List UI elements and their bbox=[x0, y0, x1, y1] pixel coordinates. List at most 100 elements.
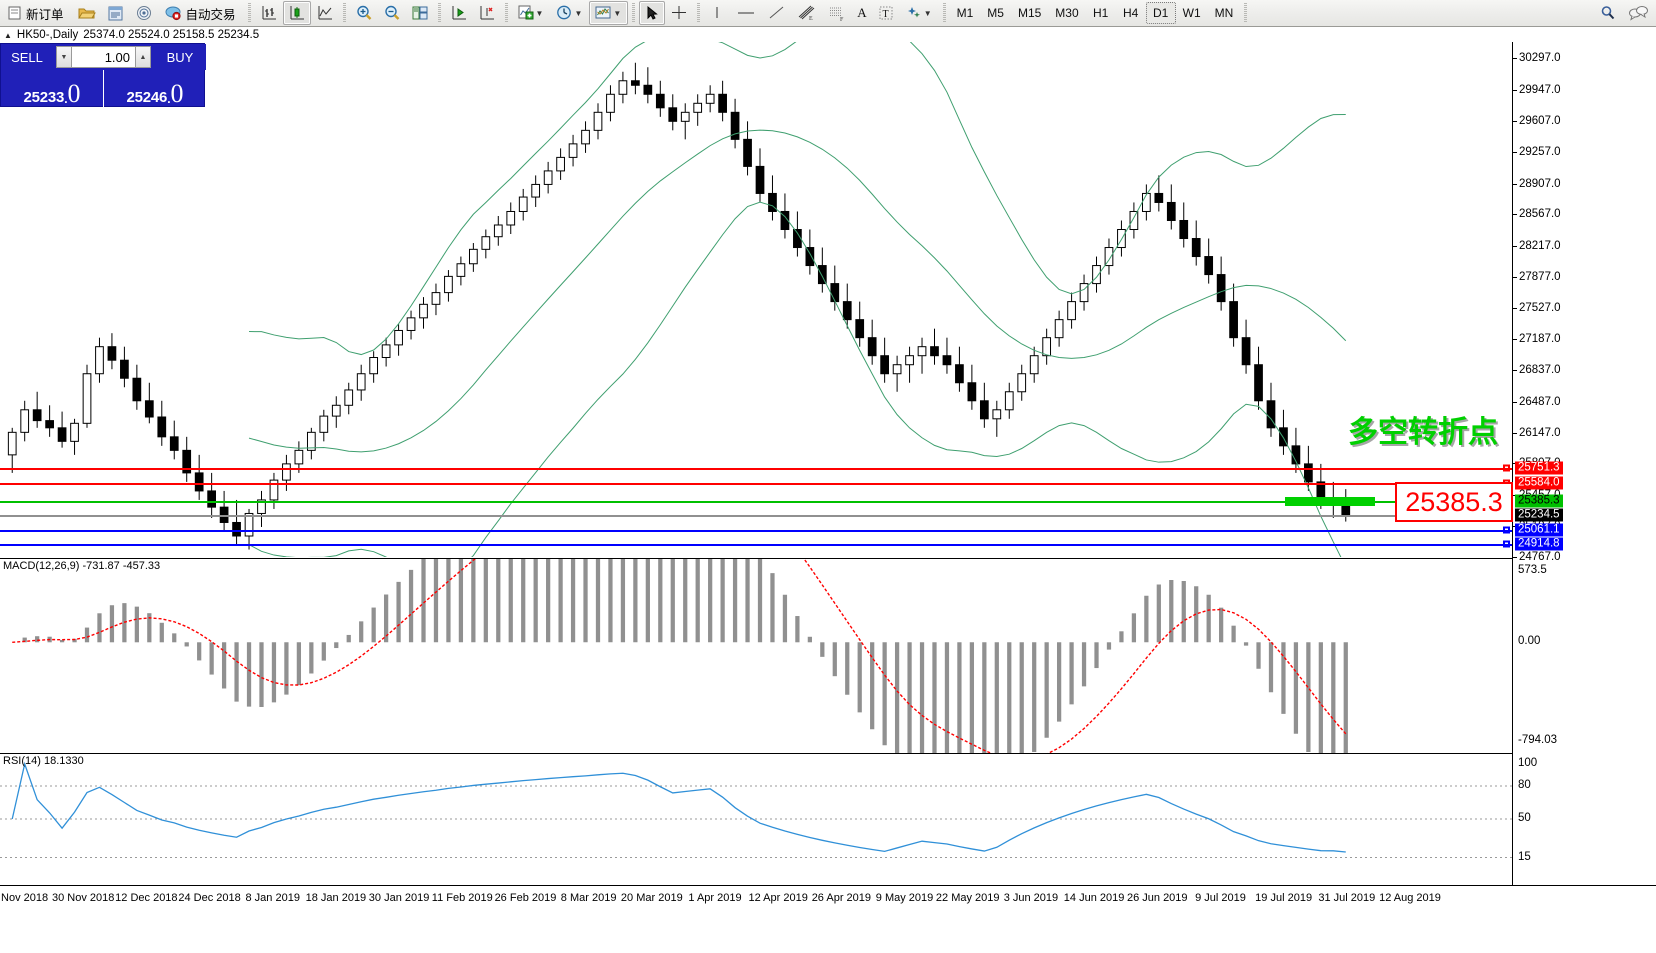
timeframe-w1[interactable]: W1 bbox=[1182, 6, 1201, 20]
price-level-label[interactable]: 25584.0 bbox=[1515, 476, 1563, 490]
symbol-info-bar: ▲ HK50-,Daily 25374.0 25524.0 25158.5 25… bbox=[0, 28, 1656, 42]
trendline-button[interactable] bbox=[762, 1, 792, 25]
svg-text:T: T bbox=[882, 9, 888, 20]
new-order-label: 新订单 bbox=[26, 7, 64, 22]
search-button[interactable] bbox=[1594, 1, 1622, 25]
auto-scroll-button[interactable] bbox=[473, 1, 501, 25]
bar-chart-button[interactable] bbox=[255, 1, 283, 25]
horizontal-level-line[interactable] bbox=[0, 468, 1512, 471]
timeframe-mn[interactable]: MN bbox=[1214, 6, 1234, 20]
chevron-down-icon[interactable]: ▼ bbox=[613, 8, 622, 18]
buy-label[interactable]: BUY bbox=[154, 44, 206, 70]
svg-text:E: E bbox=[809, 16, 813, 22]
text-label-button[interactable]: T bbox=[872, 1, 900, 25]
text-button[interactable]: A bbox=[852, 1, 871, 25]
templates-button[interactable]: ▼ bbox=[589, 1, 629, 25]
toolbar-separator bbox=[437, 3, 441, 23]
zoom-out-button[interactable] bbox=[378, 1, 406, 25]
candlestick-chart-button[interactable] bbox=[282, 1, 311, 25]
horizontal-line-button[interactable] bbox=[730, 1, 762, 25]
candle-body bbox=[606, 93, 615, 113]
timeframe-m5[interactable]: M5 bbox=[987, 6, 1004, 20]
price-level-label[interactable]: 25061.1 bbox=[1515, 523, 1563, 537]
price-level-label[interactable]: 25234.5 bbox=[1515, 508, 1563, 522]
candle-body bbox=[207, 490, 217, 508]
horizontal-level-line[interactable] bbox=[0, 543, 1512, 546]
crosshair-button[interactable] bbox=[665, 1, 693, 25]
rsi-pane[interactable]: RSI(14) 18.1330 bbox=[0, 753, 1512, 885]
timeframe-d1[interactable]: D1 bbox=[1145, 2, 1176, 24]
toolbar-separator bbox=[504, 3, 508, 23]
candle-body bbox=[282, 463, 291, 481]
zoom-in-button[interactable] bbox=[350, 1, 378, 25]
candle-body bbox=[955, 364, 964, 384]
tile-windows-button[interactable] bbox=[406, 1, 434, 25]
buy-button[interactable]: 25246 . 0 bbox=[104, 70, 206, 108]
cursor-button[interactable] bbox=[639, 1, 666, 25]
timeframe-m1[interactable]: M1 bbox=[956, 6, 974, 20]
candle-body bbox=[132, 377, 142, 402]
price-axis-tick: 29947.0 bbox=[1513, 84, 1561, 97]
horizontal-level-line[interactable] bbox=[0, 530, 1512, 533]
sell-label[interactable]: SELL bbox=[1, 44, 53, 70]
candle-body bbox=[768, 192, 777, 212]
timeframe-m15[interactable]: M15 bbox=[1017, 6, 1042, 20]
folder-button[interactable] bbox=[72, 1, 101, 25]
line-chart-button[interactable] bbox=[311, 1, 339, 25]
chevron-down-icon[interactable]: ▼ bbox=[574, 8, 583, 18]
candle-body bbox=[331, 404, 341, 417]
chart-area[interactable]: 多空转折点 25385.3 MACD(12,26,9) -731.87 -457… bbox=[0, 42, 1656, 953]
candle-body bbox=[394, 329, 403, 346]
buy-price-dot: . bbox=[167, 92, 171, 106]
candle-body bbox=[618, 80, 628, 95]
fibonacci-button[interactable]: F bbox=[822, 1, 852, 25]
candle-body bbox=[830, 283, 840, 303]
price-axis[interactable]: 30297.0 29947.0 29607.0 29257.0 28907.0 28567… bbox=[1512, 42, 1656, 885]
date-axis-tick: 8 Mar 2019 bbox=[560, 892, 617, 904]
price-axis-tick: 30297.0 bbox=[1513, 52, 1561, 65]
vertical-line-button[interactable] bbox=[704, 1, 730, 25]
signals-button[interactable] bbox=[130, 1, 159, 25]
date-axis-tick: 30 Jan 2019 bbox=[368, 892, 430, 904]
sell-button[interactable]: 25233 . 0 bbox=[1, 70, 103, 108]
chart-shift-icon bbox=[452, 6, 466, 20]
candle-body bbox=[1279, 427, 1288, 447]
volume-stepper[interactable]: ▼ 1.00 ▲ bbox=[53, 44, 154, 70]
price-level-label[interactable]: 25751.3 bbox=[1515, 461, 1563, 475]
shapes-button[interactable]: ▼ bbox=[900, 1, 939, 25]
chevron-down-icon[interactable]: ▼ bbox=[535, 8, 544, 18]
period-button[interactable]: ▼ bbox=[550, 1, 589, 25]
chat-button[interactable] bbox=[1622, 1, 1654, 25]
equidistant-channel-button[interactable]: E bbox=[792, 1, 822, 25]
candle-body bbox=[581, 129, 590, 145]
indicators-button[interactable]: ▼ bbox=[512, 1, 551, 25]
new-order-button[interactable]: 新订单 bbox=[2, 1, 72, 25]
price-level-label[interactable]: 24914.8 bbox=[1515, 537, 1563, 551]
candle-body bbox=[1054, 319, 1064, 339]
date-axis-tick: 9 Jul 2019 bbox=[1195, 892, 1246, 904]
timeframe-h1[interactable]: H1 bbox=[1092, 6, 1109, 20]
price-pane[interactable]: 多空转折点 25385.3 bbox=[0, 42, 1513, 557]
toolbar-separator bbox=[697, 3, 701, 23]
chevron-down-icon[interactable]: ▼ bbox=[923, 8, 932, 18]
candle-body bbox=[1029, 355, 1039, 375]
date-axis-tick: 12 Apr 2019 bbox=[748, 892, 808, 904]
horizontal-level-line[interactable] bbox=[0, 483, 1512, 486]
horizontal-level-line[interactable] bbox=[0, 514, 1512, 517]
collapse-triangle-icon[interactable]: ▲ bbox=[4, 30, 12, 40]
price-level-label[interactable]: 25385.3 bbox=[1515, 494, 1563, 508]
volume-input[interactable]: 1.00 bbox=[72, 46, 135, 68]
chart-shift-button[interactable] bbox=[445, 1, 473, 25]
timeframe-m30[interactable]: M30 bbox=[1055, 6, 1079, 20]
autotrading-button[interactable]: 自动交易 bbox=[159, 1, 244, 25]
macd-pane[interactable]: MACD(12,26,9) -731.87 -457.33 bbox=[0, 558, 1512, 753]
toolbar-separator bbox=[247, 3, 251, 23]
timeframe-h4[interactable]: H4 bbox=[1122, 6, 1139, 20]
data-window-button[interactable] bbox=[101, 1, 130, 25]
volume-decrement-button[interactable]: ▼ bbox=[56, 46, 72, 68]
horizontal-level-line[interactable] bbox=[0, 501, 1512, 504]
volume-increment-button[interactable]: ▲ bbox=[135, 46, 151, 68]
candle-body bbox=[1004, 391, 1014, 411]
date-axis-tick: 22 May 2019 bbox=[935, 892, 1000, 904]
